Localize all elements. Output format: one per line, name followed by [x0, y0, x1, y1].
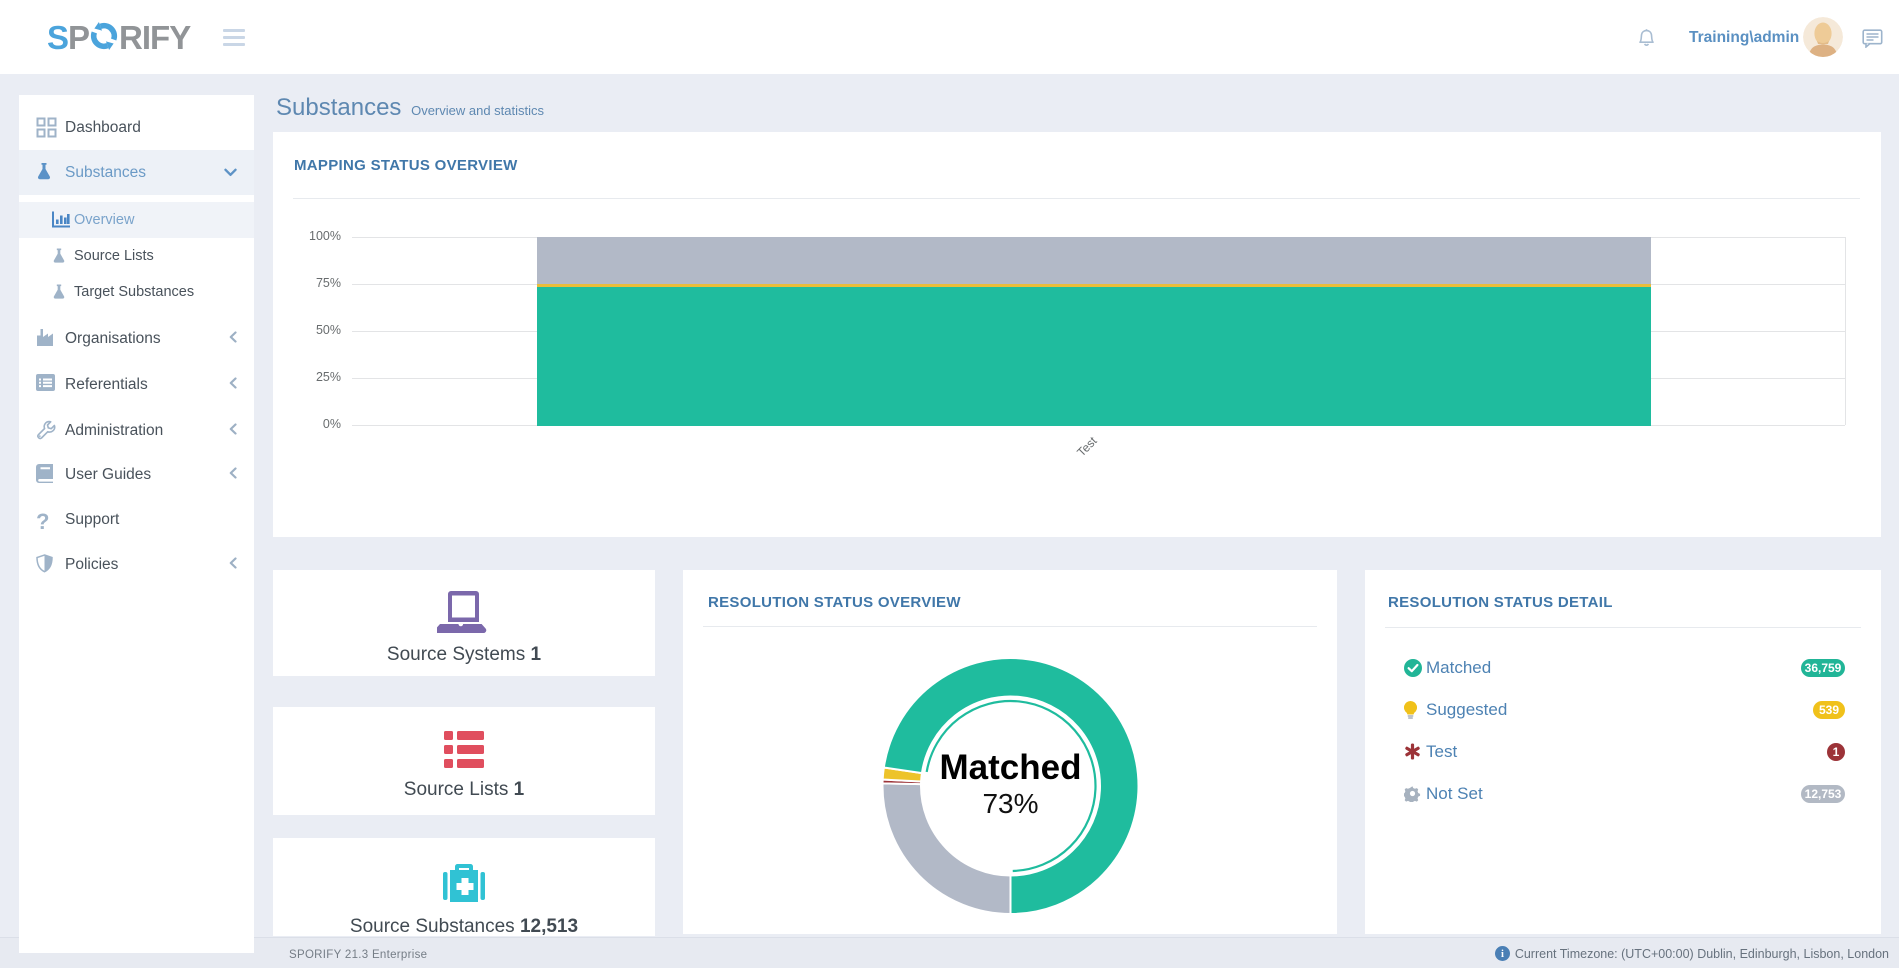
svg-text:i: i: [1501, 949, 1504, 960]
